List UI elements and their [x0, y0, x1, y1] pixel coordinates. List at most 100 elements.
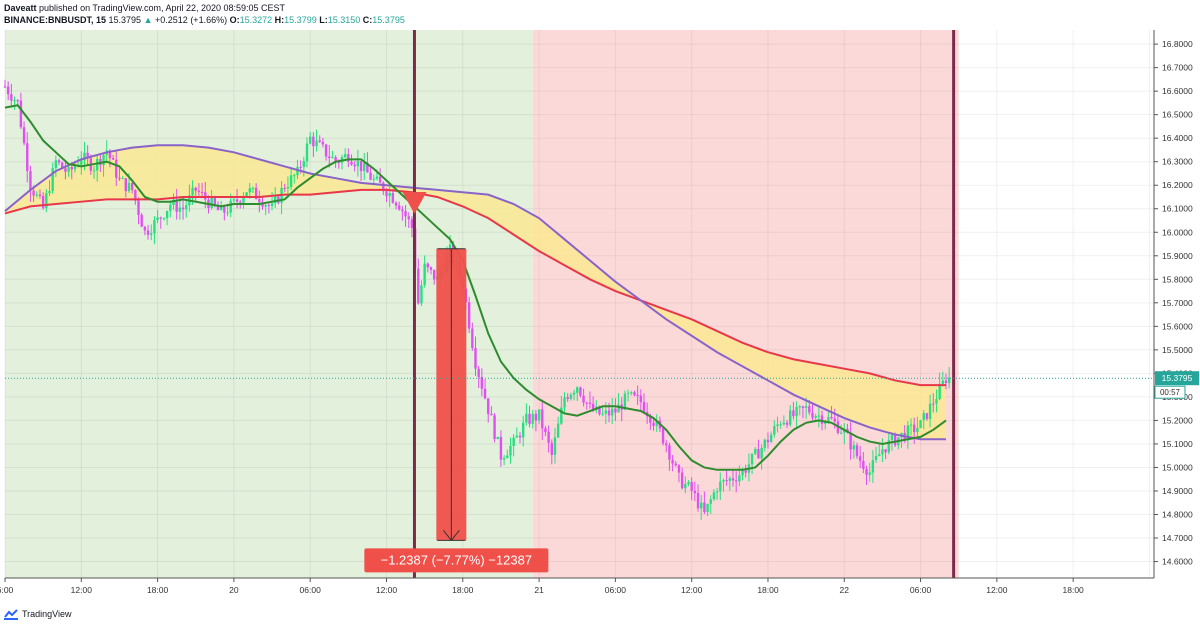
- ma-cloud: [5, 145, 946, 440]
- candle: [855, 442, 859, 459]
- candle-body: [391, 192, 395, 203]
- candle-body: [913, 424, 916, 433]
- candle: [703, 491, 706, 515]
- candle-body: [417, 268, 420, 304]
- candle: [947, 366, 951, 389]
- candle-body: [719, 481, 722, 492]
- candle: [156, 209, 159, 224]
- candle-body: [703, 502, 706, 513]
- candle: [623, 390, 627, 411]
- footer-brand[interactable]: TradingView: [22, 609, 72, 619]
- candle: [544, 425, 547, 437]
- candle: [521, 415, 525, 447]
- candle-body: [19, 100, 23, 128]
- symbol-label[interactable]: BINANCE:BNBUSDT, 15: [4, 15, 107, 25]
- candle: [712, 488, 716, 502]
- candle-body: [162, 218, 166, 220]
- candle-body: [312, 136, 315, 147]
- candle-body: [782, 422, 786, 425]
- candle: [626, 389, 630, 402]
- candle-body: [286, 187, 290, 189]
- candle-body: [849, 432, 852, 450]
- candle: [665, 440, 668, 453]
- candle-body: [661, 428, 665, 444]
- candle: [283, 183, 286, 193]
- candle-body: [388, 192, 391, 197]
- candle: [57, 158, 61, 166]
- candle: [487, 398, 490, 423]
- candle: [636, 385, 639, 405]
- candle: [785, 420, 789, 428]
- candle-body: [487, 398, 490, 414]
- candle: [165, 210, 169, 226]
- candle: [363, 152, 366, 180]
- candle: [3, 79, 7, 88]
- candle-body: [219, 206, 223, 211]
- candle-body: [204, 192, 207, 200]
- candle-body: [248, 188, 251, 193]
- candle-body: [855, 445, 859, 457]
- y-tick-label: 15.2000: [1162, 415, 1193, 425]
- y-tick-label: 15.0000: [1162, 462, 1193, 472]
- candle-body: [185, 205, 188, 210]
- up-arrow-icon: ▲: [143, 15, 153, 25]
- candle-body: [194, 187, 197, 191]
- candle-body: [493, 415, 496, 439]
- candle-body: [865, 469, 868, 475]
- candle: [38, 189, 42, 199]
- candle-body: [871, 460, 875, 473]
- candle: [674, 461, 677, 467]
- candle-body: [696, 493, 700, 509]
- candle-body: [537, 409, 541, 421]
- candle-body: [54, 160, 58, 169]
- candle: [766, 432, 770, 449]
- candle-body: [165, 210, 169, 219]
- candle-body: [884, 449, 887, 453]
- candle: [916, 416, 919, 439]
- candle-body: [57, 160, 61, 163]
- candle-body: [601, 413, 604, 415]
- candle: [426, 262, 430, 273]
- candle: [680, 467, 684, 490]
- candle: [353, 161, 356, 172]
- candle-body: [582, 395, 585, 403]
- candle-body: [477, 368, 480, 377]
- candle-body: [531, 413, 534, 424]
- candle-body: [305, 143, 309, 162]
- x-tick-label: 12:00: [986, 585, 1008, 595]
- candle: [102, 153, 105, 177]
- candle-body: [881, 449, 884, 455]
- candle: [881, 438, 884, 463]
- candle: [22, 121, 26, 146]
- candle: [865, 465, 868, 486]
- candle: [404, 205, 407, 227]
- candle-body: [827, 417, 830, 422]
- y-tick-label: 16.8000: [1162, 39, 1193, 49]
- x-tick-label: 18:00: [757, 585, 779, 595]
- author-name[interactable]: Daveatt: [4, 3, 37, 13]
- candle-body: [299, 166, 302, 168]
- candle-body: [378, 176, 382, 183]
- candle: [347, 148, 350, 168]
- candle-body: [677, 465, 681, 473]
- x-tick-label: 12:00: [376, 585, 398, 595]
- y-tick-label: 14.6000: [1162, 557, 1193, 567]
- candle-body: [197, 190, 201, 193]
- candle-body: [521, 422, 525, 438]
- candle-body: [375, 176, 379, 179]
- candle-body: [73, 165, 77, 170]
- candle-body: [760, 447, 763, 459]
- candle-body: [814, 416, 817, 418]
- candle: [776, 416, 779, 433]
- candle-body: [496, 436, 499, 439]
- candle-body: [293, 175, 296, 177]
- countdown-label: 00:57: [1160, 388, 1181, 397]
- candle-body: [137, 200, 140, 215]
- candle: [871, 450, 875, 483]
- tradingview-logo-icon[interactable]: [4, 608, 18, 620]
- candle: [858, 445, 862, 469]
- candle: [941, 371, 945, 387]
- candle: [690, 477, 693, 501]
- candle-body: [887, 440, 890, 453]
